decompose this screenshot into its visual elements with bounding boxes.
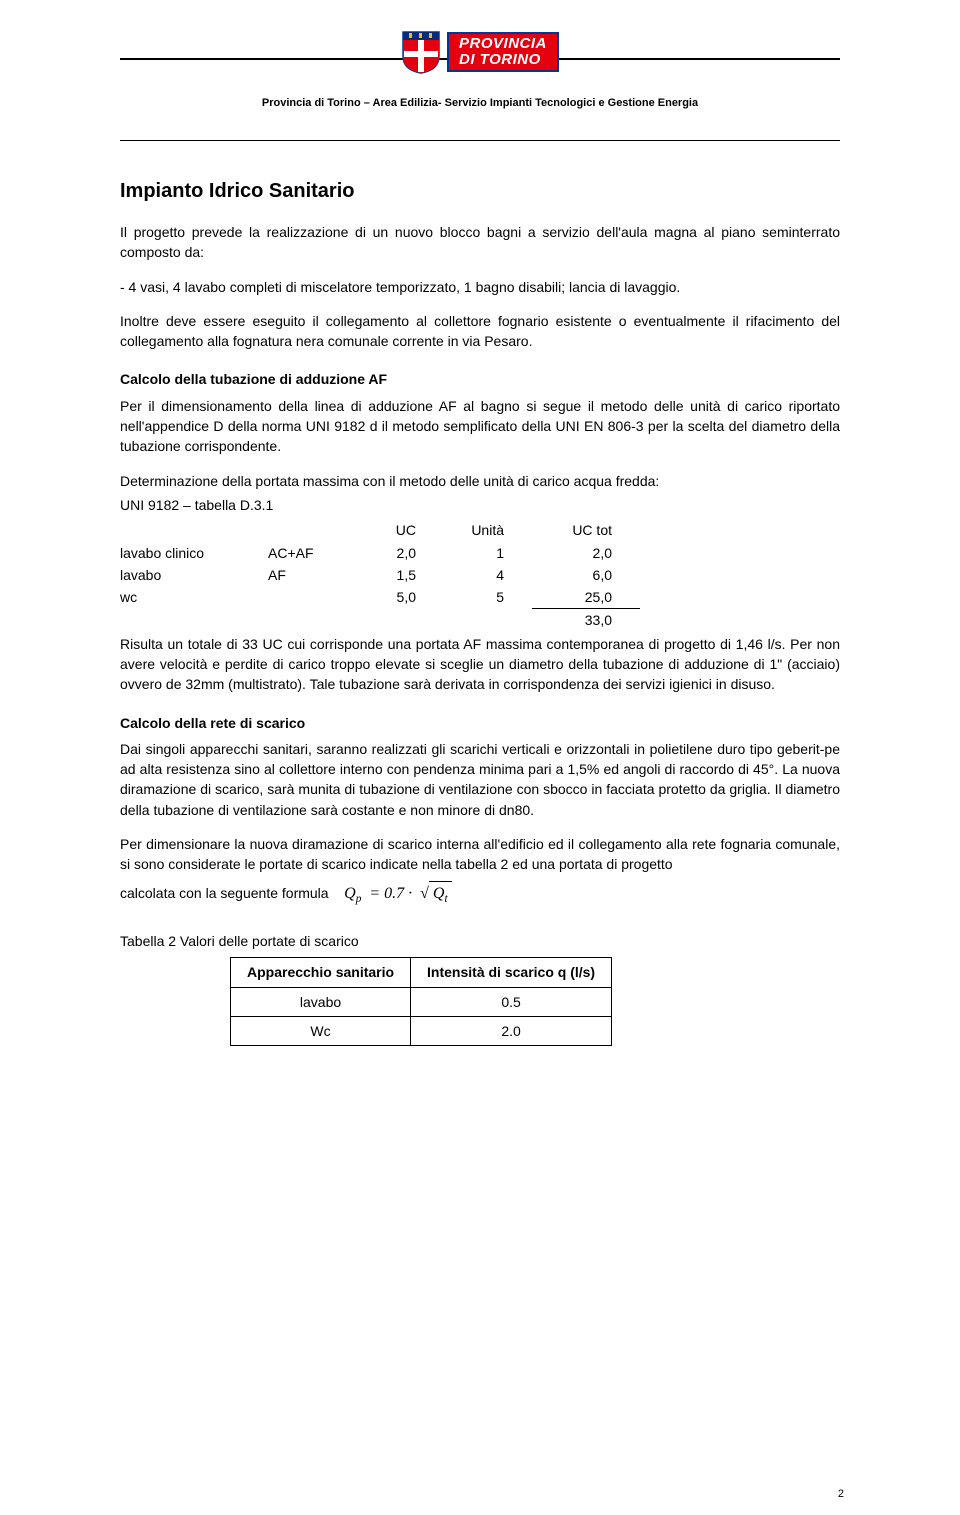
sub2-formula-line: calcolata con la seguente formula Qp = 0… — [120, 881, 840, 907]
uni-table-row: wc 5,0 5 25,0 — [120, 586, 640, 609]
uni-table-row: lavabo AF 1,5 4 6,0 — [120, 564, 640, 586]
header-logo: PROVINCIA DI TORINO — [120, 30, 840, 74]
formula: Qp = 0.7 · √Qt — [344, 881, 451, 907]
tbl2-caption: Tabella 2 Valori delle portate di scaric… — [120, 931, 840, 951]
intro-bullet: - 4 vasi, 4 lavabo completi di miscelato… — [120, 277, 840, 297]
table-row: lavabo 0.5 — [231, 987, 612, 1016]
uni-col-units: Unità — [444, 519, 532, 541]
formula-prefix: calcolata con la seguente formula — [120, 885, 329, 901]
subhead-adduzione: Calcolo della tubazione di adduzione AF — [120, 369, 840, 389]
uni-table-total: 33,0 — [120, 609, 640, 632]
discharge-table: Apparecchio sanitario Intensità di scari… — [230, 957, 612, 1046]
tbl2-col2: Intensità di scarico q (l/s) — [411, 958, 612, 987]
sub1-paragraph-2: Determinazione della portata massima con… — [120, 471, 840, 491]
page: PROVINCIA DI TORINO Provincia di Torino … — [60, 0, 900, 1515]
table-row: Wc 2.0 — [231, 1016, 612, 1045]
brand-line2: DI TORINO — [459, 52, 547, 68]
uni-table-row: lavabo clinico AC+AF 2,0 1 2,0 — [120, 542, 640, 564]
uni-table-label: UNI 9182 – tabella D.3.1 — [120, 495, 840, 515]
uni-col-uctot: UC tot — [532, 519, 640, 541]
sub1-paragraph-3: Risulta un totale di 33 UC cui corrispon… — [120, 634, 840, 695]
intro-paragraph-1: Il progetto prevede la realizzazione di … — [120, 222, 840, 263]
page-number: 2 — [838, 1487, 844, 1503]
uni-table-header: UC Unità UC tot — [120, 519, 640, 541]
shield-icon — [401, 30, 441, 74]
intro-paragraph-2: Inoltre deve essere eseguito il collegam… — [120, 311, 840, 352]
uni-col-uc: UC — [366, 519, 444, 541]
page-title: Impianto Idrico Sanitario — [120, 177, 840, 206]
uni-table: UC Unità UC tot lavabo clinico AC+AF 2,0… — [120, 519, 640, 631]
tbl2-col1: Apparecchio sanitario — [231, 958, 411, 987]
subhead-scarico: Calcolo della rete di scarico — [120, 713, 840, 733]
sub2-paragraph-1: Dai singoli apparecchi sanitari, saranno… — [120, 739, 840, 820]
sub1-paragraph-1: Per il dimensionamento della linea di ad… — [120, 396, 840, 457]
brand-line1: PROVINCIA — [459, 36, 547, 52]
sub2-paragraph-2: Per dimensionare la nuova diramazione di… — [120, 834, 840, 875]
table-header-row: Apparecchio sanitario Intensità di scari… — [231, 958, 612, 987]
brand-box: PROVINCIA DI TORINO — [447, 32, 559, 73]
header-caption: Provincia di Torino – Area Edilizia- Ser… — [120, 96, 840, 112]
header-rule-bottom — [120, 140, 840, 141]
